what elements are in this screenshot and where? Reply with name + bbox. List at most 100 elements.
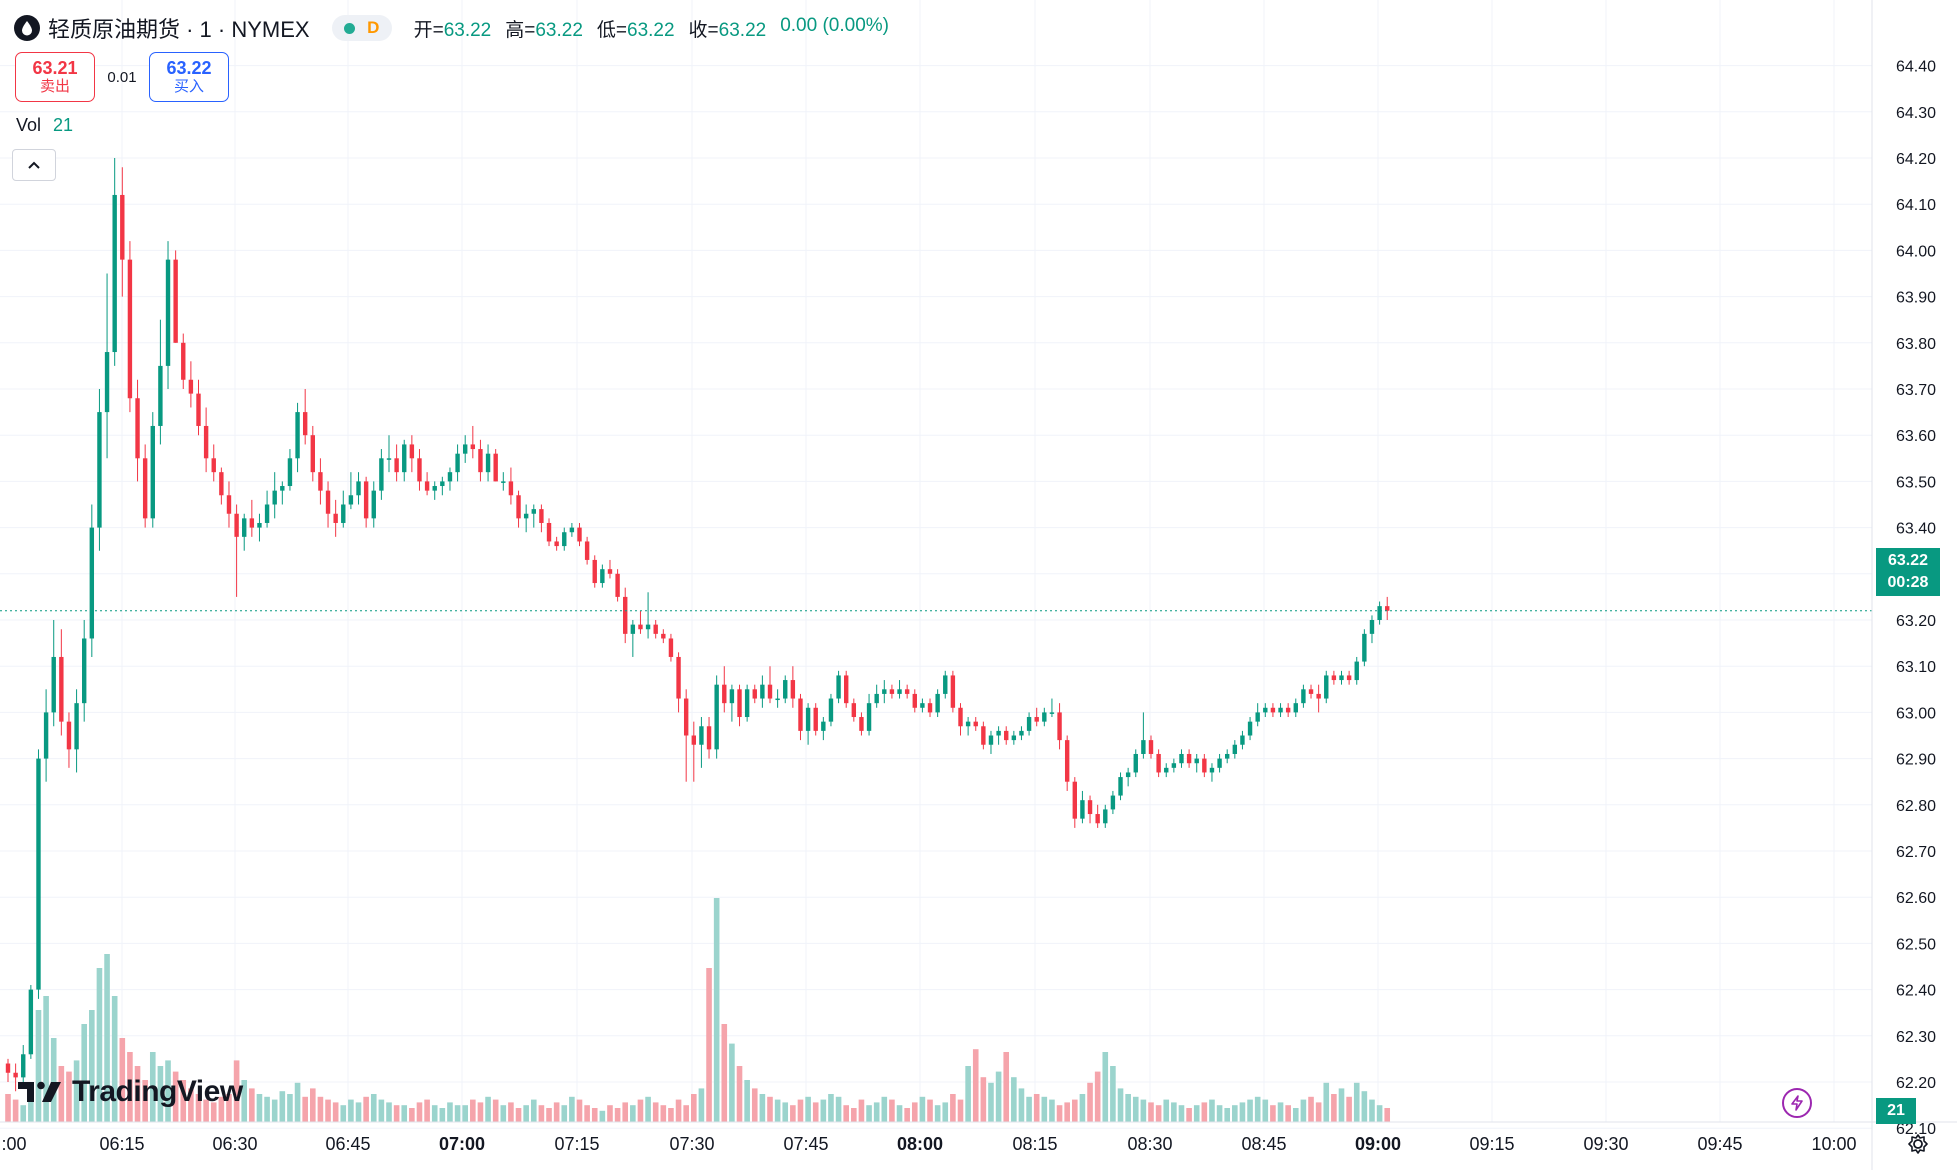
volume-bar xyxy=(58,1066,65,1122)
low-label: 低= xyxy=(596,19,627,41)
spread-value: 0.01 xyxy=(107,68,137,86)
volume-bar xyxy=(1384,1108,1391,1122)
symbol-title[interactable]: 轻质原油期货 · 1 · NYMEX xyxy=(48,17,310,42)
candle-body xyxy=(859,717,864,731)
volume-bar xyxy=(538,1105,545,1122)
tradingview-logo[interactable]: TradingView xyxy=(18,1075,243,1109)
candle-body xyxy=(683,698,689,736)
volume-bar xyxy=(972,1049,979,1122)
candle-body xyxy=(264,504,270,523)
candle-body xyxy=(203,425,209,459)
volume-bar xyxy=(668,1108,674,1122)
candle-body xyxy=(1019,730,1024,736)
candle-body xyxy=(493,453,498,482)
volume-bar xyxy=(127,1052,133,1122)
volume-bar xyxy=(188,1088,194,1122)
volume-bar xyxy=(812,1102,819,1122)
candle-body xyxy=(661,633,666,639)
candle-body xyxy=(13,1072,18,1078)
volume-bar xyxy=(904,1108,910,1122)
volume-bar xyxy=(698,1088,705,1122)
volume-bar xyxy=(355,1102,362,1122)
volume-bar xyxy=(1033,1094,1040,1122)
volume-label: Vol xyxy=(16,115,42,135)
candle-body xyxy=(981,726,986,745)
candle-body xyxy=(950,675,956,708)
market-status-pill[interactable]: D xyxy=(331,15,392,41)
candle-body xyxy=(348,495,354,505)
volume-bar xyxy=(35,1010,42,1122)
candle-body xyxy=(341,504,346,523)
high-value: 63.22 xyxy=(535,19,583,41)
collapse-legend-button[interactable] xyxy=(12,149,56,181)
chart-settings-gear-icon[interactable] xyxy=(1905,1131,1931,1157)
volume-bar xyxy=(1087,1082,1093,1122)
volume-bar xyxy=(873,1102,880,1122)
volume-bar xyxy=(1125,1094,1131,1122)
candle-body xyxy=(470,444,476,450)
candle-body xyxy=(1316,693,1321,699)
candle-body xyxy=(295,412,300,459)
candle-body xyxy=(904,689,910,694)
candle-body xyxy=(1217,758,1222,768)
volume-legend[interactable]: Vol 21 xyxy=(16,115,73,136)
candle-body xyxy=(737,689,742,718)
candle-body xyxy=(1194,758,1199,764)
volume-bar xyxy=(363,1096,369,1122)
candle-body xyxy=(623,596,628,634)
time-tick-label: 09:00 xyxy=(1355,1134,1401,1154)
volume-bar xyxy=(866,1105,872,1122)
volume-bar xyxy=(477,1102,484,1122)
candle-body xyxy=(783,680,788,699)
symbol-header: 轻质原油期货 · 1 · NYMEX D 开=63.22 高=63.22 低=6… xyxy=(14,12,889,44)
close-label: 收= xyxy=(688,19,719,41)
candle-body xyxy=(226,495,232,514)
volume-bar xyxy=(706,968,712,1122)
candle-body xyxy=(805,707,811,731)
candle-body xyxy=(432,486,437,491)
low-value: 63.22 xyxy=(627,19,675,41)
volume-bar xyxy=(911,1102,918,1122)
candle-body xyxy=(790,680,796,699)
volume-bar xyxy=(1369,1099,1375,1122)
lightning-icon[interactable] xyxy=(1782,1088,1812,1118)
candle-body xyxy=(851,703,857,718)
time-tick-label: 07:15 xyxy=(554,1134,599,1154)
volume-bar xyxy=(1216,1105,1223,1122)
candle-body xyxy=(1034,717,1039,722)
price-tick-label: 63.00 xyxy=(1896,705,1936,722)
volume-bar xyxy=(599,1110,606,1122)
buy-button[interactable]: 63.22 买入 xyxy=(149,52,229,102)
time-tick-label: :00 xyxy=(1,1134,26,1154)
candle-body xyxy=(59,656,64,722)
candle-body xyxy=(142,458,148,519)
candle-body xyxy=(211,458,216,473)
volume-bar xyxy=(1376,1105,1383,1122)
candle-body xyxy=(89,527,95,639)
candle-body xyxy=(584,541,590,560)
volume-bar xyxy=(96,968,103,1122)
candle-body xyxy=(1255,712,1260,722)
time-tick-label: 08:15 xyxy=(1012,1134,1057,1154)
sell-button[interactable]: 63.21 卖出 xyxy=(15,52,95,102)
candle-body xyxy=(744,689,750,718)
volume-bar xyxy=(66,1071,72,1122)
candle-body xyxy=(1324,675,1329,699)
candle-body xyxy=(1095,814,1100,824)
volume-bar xyxy=(630,1105,636,1122)
volume-bar xyxy=(1171,1102,1177,1122)
volume-bar xyxy=(1270,1105,1276,1122)
candle-body xyxy=(1225,753,1230,759)
volume-bar xyxy=(569,1096,575,1122)
candle-body xyxy=(1064,740,1070,782)
candle-body xyxy=(638,624,643,630)
interval-badge: D xyxy=(367,18,380,37)
volume-bar xyxy=(1232,1105,1238,1122)
candle-body xyxy=(1339,675,1344,681)
volume-bar xyxy=(767,1096,773,1122)
candle-body xyxy=(51,656,56,713)
price-tick-label: 64.00 xyxy=(1896,243,1936,260)
candle-body xyxy=(97,412,102,528)
open-label: 开= xyxy=(413,19,444,41)
